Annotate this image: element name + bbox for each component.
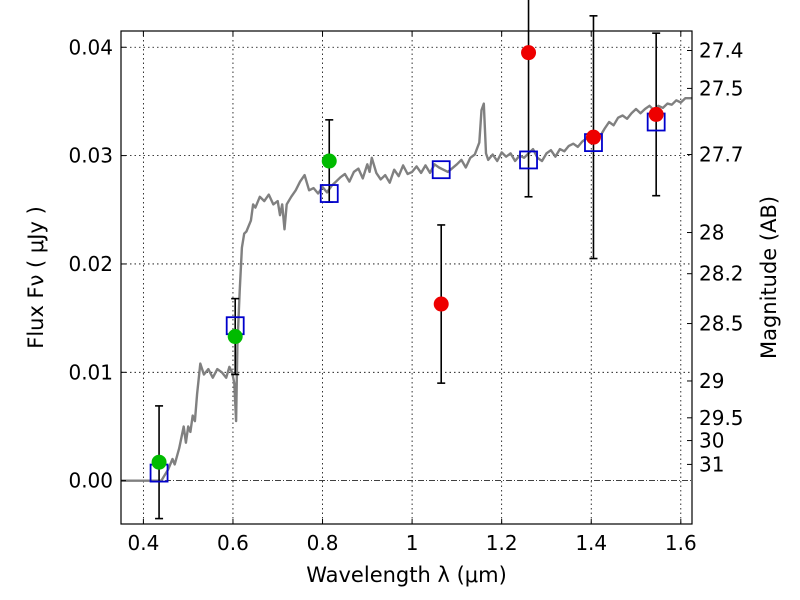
right-tick-label: 28.2 xyxy=(699,262,744,286)
y-axis-label: Flux Fν ( μJy ) xyxy=(24,206,48,349)
x-tick-label: 0.4 xyxy=(127,531,159,555)
right-tick-label: 29 xyxy=(699,369,724,393)
x-tick-label: 1.2 xyxy=(486,531,518,555)
x-axis-ticks: 0.4 0.6 0.8 1 1.2 1.4 1.6 xyxy=(127,31,697,555)
x-axis-label: Wavelength λ (μm) xyxy=(306,563,507,587)
x-tick-label: 1.4 xyxy=(575,531,607,555)
y-tick-label: 0.02 xyxy=(68,252,113,276)
data-point-green xyxy=(227,329,243,345)
grid-lines xyxy=(121,31,692,524)
right-tick-label: 27.7 xyxy=(699,143,744,167)
plot-frame xyxy=(120,30,693,525)
observed-points xyxy=(151,45,664,470)
right-axis-label: Magnitude (AB) xyxy=(757,196,781,359)
model-square xyxy=(431,160,451,180)
right-tick-label: 28.5 xyxy=(699,312,744,336)
x-tick-label: 0.8 xyxy=(307,531,339,555)
data-point-red xyxy=(433,296,449,312)
model-square xyxy=(319,184,339,203)
y-tick-label: 0.01 xyxy=(68,360,113,384)
right-tick-label: 31 xyxy=(699,452,724,476)
data-point-green xyxy=(321,153,337,169)
right-tick-label: 30 xyxy=(699,429,724,453)
data-point-green xyxy=(151,454,167,470)
model-square xyxy=(519,150,538,170)
y-tick-label: 0.03 xyxy=(68,144,113,168)
data-point-red xyxy=(521,45,537,61)
data-point-red xyxy=(585,129,601,145)
right-tick-label: 27.5 xyxy=(699,76,744,100)
model-squares xyxy=(149,112,666,483)
data-point-red xyxy=(648,106,664,122)
error-bars xyxy=(155,0,661,520)
right-tick-label: 29.5 xyxy=(699,406,744,430)
y-tick-label: 0.04 xyxy=(68,35,113,59)
y-axis-ticks: 0.00 0.01 0.02 0.03 0.04 xyxy=(68,35,126,493)
right-tick-label: 27.4 xyxy=(699,39,744,63)
x-tick-label: 1.6 xyxy=(665,531,697,555)
x-tick-label: 1 xyxy=(406,531,419,555)
x-tick-label: 0.6 xyxy=(217,531,249,555)
y-tick-label: 0.00 xyxy=(68,469,113,493)
right-tick-label: 28 xyxy=(699,221,724,245)
